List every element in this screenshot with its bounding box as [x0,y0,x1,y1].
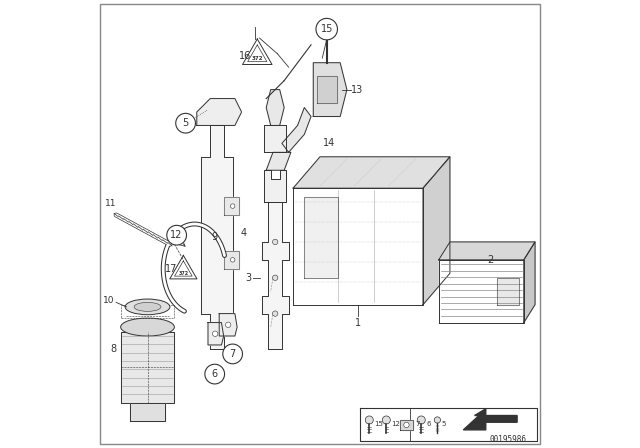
Text: 5: 5 [182,118,189,128]
Text: 11: 11 [104,199,116,208]
Text: 14: 14 [323,138,335,148]
Circle shape [230,204,235,208]
Circle shape [417,416,425,424]
Text: 5: 5 [442,422,446,427]
Text: 12: 12 [392,422,401,427]
Text: 15: 15 [374,422,383,427]
Circle shape [273,311,278,316]
Text: 7: 7 [230,349,236,359]
Polygon shape [224,197,239,215]
Circle shape [176,113,195,133]
Polygon shape [224,251,239,269]
Polygon shape [439,242,535,260]
Ellipse shape [125,299,170,314]
Text: 10: 10 [103,296,115,305]
Polygon shape [439,260,524,323]
Polygon shape [524,242,535,323]
Polygon shape [197,99,242,125]
Circle shape [365,416,373,424]
Text: 9: 9 [212,233,218,242]
Polygon shape [266,90,284,125]
Circle shape [434,417,440,423]
Polygon shape [266,152,291,170]
Text: 15: 15 [321,24,333,34]
Polygon shape [130,403,165,421]
Circle shape [273,275,278,280]
Polygon shape [293,188,423,305]
Polygon shape [262,202,289,349]
Polygon shape [243,39,272,65]
Polygon shape [202,125,233,349]
Ellipse shape [134,302,161,311]
Polygon shape [497,278,520,305]
Text: 3: 3 [245,273,252,283]
Text: 16: 16 [239,51,251,61]
Text: 13: 13 [351,85,363,95]
Text: 4: 4 [241,228,247,238]
Ellipse shape [121,318,174,336]
Text: 00195986: 00195986 [489,435,526,444]
Polygon shape [264,125,287,152]
Text: 372: 372 [252,56,263,61]
Polygon shape [314,63,347,116]
Circle shape [382,416,390,424]
Polygon shape [293,157,450,188]
Text: 17: 17 [165,264,177,274]
Text: 1: 1 [355,319,361,328]
Polygon shape [220,314,237,336]
Circle shape [205,364,225,384]
Polygon shape [305,197,338,278]
Circle shape [223,344,243,364]
Circle shape [230,258,235,262]
Text: 2: 2 [487,255,493,265]
Text: 8: 8 [111,345,117,354]
Polygon shape [121,332,174,403]
Circle shape [273,239,278,245]
Polygon shape [463,409,517,430]
Text: 6: 6 [427,422,431,427]
Circle shape [212,331,218,336]
Circle shape [404,422,409,427]
Text: 12: 12 [170,230,183,240]
Polygon shape [170,255,197,279]
Text: 7: 7 [415,422,420,427]
Polygon shape [282,108,311,152]
Polygon shape [208,323,224,345]
Text: 372: 372 [179,271,188,276]
Circle shape [167,225,186,245]
Circle shape [316,18,337,40]
Text: 6: 6 [212,369,218,379]
Polygon shape [400,420,413,430]
Polygon shape [317,76,337,103]
Circle shape [225,322,231,327]
Polygon shape [423,157,450,305]
Polygon shape [264,170,287,202]
